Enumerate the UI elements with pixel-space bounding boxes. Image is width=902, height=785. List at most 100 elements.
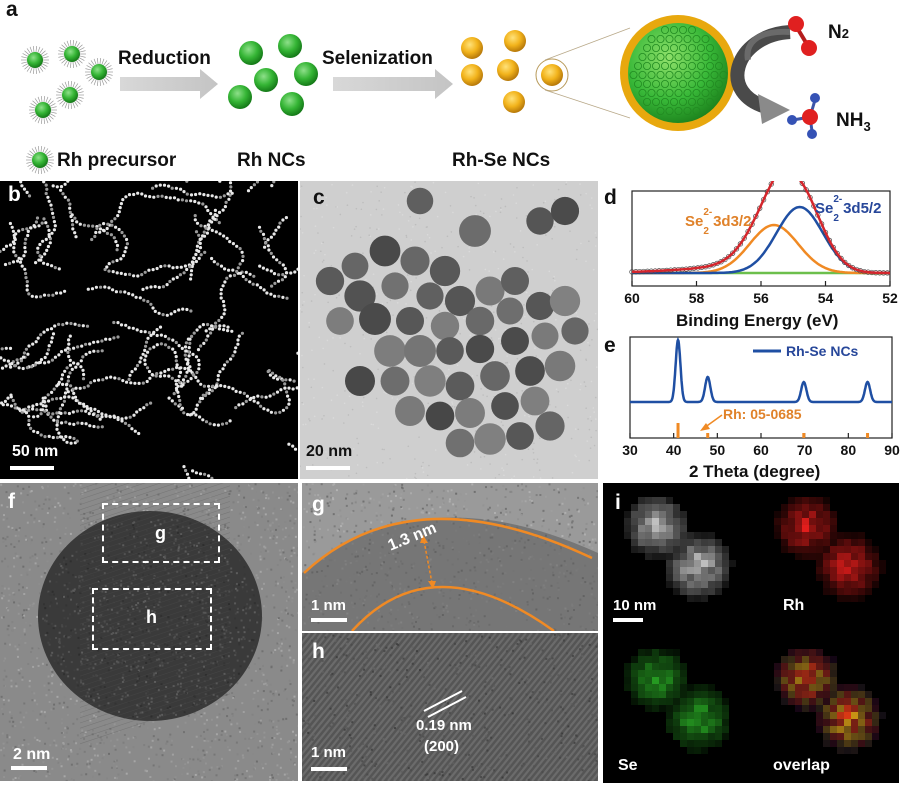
legend-precursor-label: Rh precursor	[57, 150, 177, 171]
xrd-tick-label: 30	[622, 442, 638, 458]
tem-particle	[395, 306, 425, 336]
hrtem-particle-image	[0, 483, 298, 781]
tem-particle	[344, 280, 376, 312]
panel-c-scale-label: 20 nm	[306, 443, 353, 460]
panel-g-scale-label: 1 nm	[311, 597, 347, 614]
zoom-circle	[535, 58, 569, 92]
xrd-legend-label: Rh-Se NCs	[786, 343, 859, 359]
tem-particle	[380, 366, 410, 396]
eds-rh-label: Rh	[783, 597, 805, 614]
tem-particle	[455, 398, 485, 428]
rhse-ncs-cluster	[461, 30, 563, 113]
rh-precursor-cluster	[21, 40, 113, 124]
tem-particle	[400, 246, 430, 276]
tem-particle	[531, 322, 559, 350]
xps-data-point	[733, 246, 740, 252]
lattice-fringe-marker-2	[427, 696, 467, 718]
tem-particle	[500, 266, 530, 296]
tem-particle	[369, 235, 401, 267]
rhse-ncs-label: Rh-Se NCs	[452, 150, 551, 171]
rh-nc-sphere	[228, 85, 252, 109]
xps-data-point	[726, 253, 732, 260]
n2-molecule	[788, 16, 817, 56]
xrd-reference-label: Rh: 05-0685	[723, 406, 802, 422]
panel-d-label: d	[604, 186, 617, 209]
tem-particle	[480, 361, 510, 391]
xps-tick-label: 56	[753, 290, 769, 306]
tem-particle	[474, 423, 506, 455]
eds-se-map	[603, 635, 749, 783]
tem-particle	[374, 335, 406, 367]
tem-particle	[404, 335, 436, 367]
xps-data-point	[729, 250, 736, 256]
xps-tick-label: 60	[624, 290, 640, 306]
tem-particle	[445, 371, 475, 401]
xrd-chart: 30 40 50 60 70 80 90	[622, 336, 900, 458]
panel-h-label: h	[312, 640, 325, 663]
tem-particle	[561, 317, 589, 345]
panel-b-scale-label: 50 nm	[12, 443, 59, 460]
rhse-nc-sphere	[503, 91, 525, 113]
panel-g-scale-bar	[311, 618, 347, 622]
panel-h-hrtem	[302, 633, 598, 781]
xrd-tick-label: 80	[841, 442, 857, 458]
panel-f-hrtem	[0, 483, 298, 781]
nh3-label: NH3	[836, 110, 871, 134]
tem-particle	[430, 311, 460, 341]
tem-particle	[544, 350, 576, 382]
xps-tick-label: 54	[818, 290, 834, 306]
panel-i-eds-maps	[603, 483, 899, 783]
tem-particle	[326, 307, 354, 335]
panel-i-scale-label: 10 nm	[613, 597, 657, 614]
lattice-plane-label: (200)	[424, 738, 460, 755]
xrd-xlabel: 2 Theta (degree)	[689, 462, 821, 481]
tem-particle	[425, 401, 455, 431]
panel-i-scale-bar	[613, 618, 643, 622]
panel-h-scale-bar	[311, 767, 347, 771]
rh-nc-sphere	[278, 34, 302, 58]
tem-particle	[506, 422, 534, 450]
tem-particle	[444, 285, 476, 317]
tem-particle	[395, 396, 425, 426]
roi-box-h-label: h	[146, 607, 157, 627]
tem-particle	[520, 386, 550, 416]
tem-particle	[549, 285, 581, 317]
panel-a-label: a	[6, 0, 18, 21]
panel-c-label: c	[313, 186, 325, 209]
panel-b-label: b	[8, 183, 21, 206]
panel-f-scale-bar	[11, 766, 47, 770]
rh-nc-sphere	[294, 62, 318, 86]
n2-label: N2	[828, 22, 849, 43]
hrtem-shell-image	[302, 483, 598, 631]
tem-particle	[475, 276, 505, 306]
tem-particle	[459, 215, 491, 247]
roi-box-g-label: g	[155, 523, 166, 543]
eds-overlap-map	[753, 635, 899, 783]
panel-g-label: g	[312, 493, 325, 516]
rhse-nc-sphere	[461, 37, 483, 59]
reduction-arrow	[120, 69, 218, 99]
roi-box-h	[92, 588, 212, 650]
xps-tick-label: 58	[689, 290, 705, 306]
xps-data-point	[838, 255, 844, 262]
panel-c-tem	[300, 181, 598, 479]
xps-tick-label: 52	[882, 290, 898, 306]
xps-data-point	[737, 241, 744, 247]
tem-particle	[501, 327, 529, 355]
panel-f-label: f	[8, 490, 15, 513]
xps-chart: 60 58 56 54 52	[624, 181, 898, 306]
tem-particle	[436, 337, 464, 365]
tem-particle	[406, 187, 434, 215]
panel-b-scale-bar	[10, 466, 54, 470]
reaction-arrow	[730, 25, 791, 115]
xps-envelope-line	[631, 181, 890, 275]
tem-particle	[465, 306, 495, 336]
nh3-molecule	[787, 93, 820, 139]
panel-e-label: e	[604, 334, 616, 357]
xrd-tick-label: 70	[797, 442, 813, 458]
rh-nc-sphere	[280, 92, 304, 116]
eds-mapping-images	[603, 483, 899, 783]
xrd-tick-label: 50	[710, 442, 726, 458]
panel-g-hrtem	[302, 483, 598, 631]
haadf-image	[0, 181, 298, 479]
